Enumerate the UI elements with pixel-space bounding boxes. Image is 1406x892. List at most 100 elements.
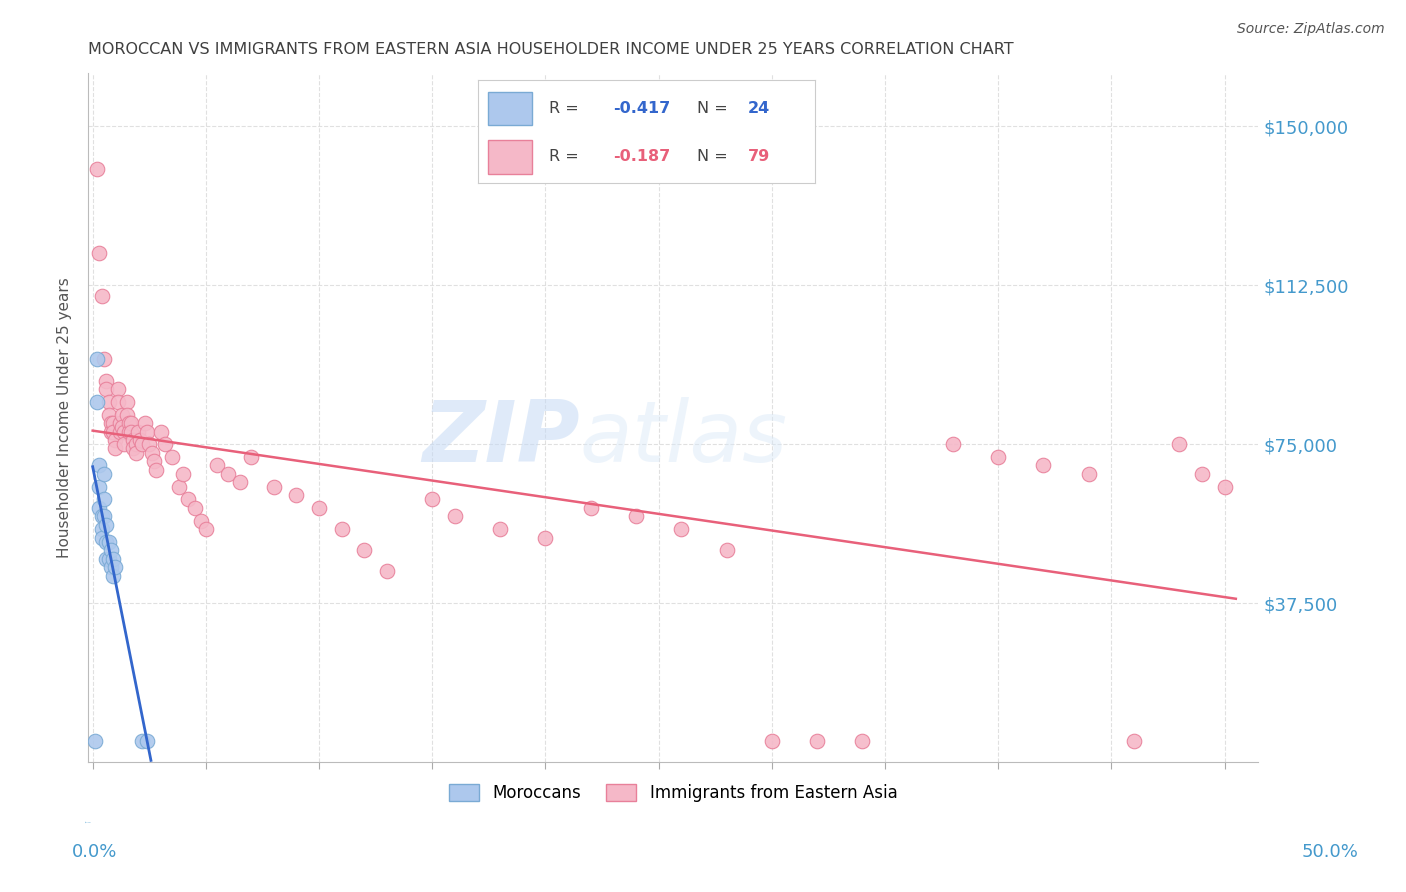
Point [353,543,375,558]
Point [1168,437,1191,451]
Point [534,531,557,545]
Point [1123,734,1146,748]
Point [160,450,183,464]
Text: Source: ZipAtlas.com: Source: ZipAtlas.com [1237,22,1385,37]
Point [761,734,783,748]
Point [624,509,647,524]
Point [142,454,165,468]
Point [111,420,134,434]
Text: -0.417: -0.417 [613,101,671,116]
Point [167,480,190,494]
Point [89,500,111,515]
Point [194,522,217,536]
Point [96,534,118,549]
Point [93,509,115,524]
Point [96,551,118,566]
Point [86,394,108,409]
Point [131,437,153,451]
Point [97,551,120,566]
Text: -0.187: -0.187 [613,149,671,164]
Point [108,416,131,430]
Text: ZIP: ZIP [422,397,579,480]
Point [190,514,212,528]
Point [153,437,176,451]
Text: R =: R = [548,101,579,116]
Point [101,551,124,566]
Point [444,509,467,524]
Point [108,425,131,439]
Point [125,446,148,460]
Point [138,437,160,451]
Point [177,492,200,507]
Point [141,446,163,460]
Text: 0.0%: 0.0% [72,843,117,861]
Point [125,437,148,451]
FancyBboxPatch shape [488,92,531,126]
Point [101,568,124,582]
Text: R =: R = [548,149,579,164]
Point [93,492,115,507]
Point [285,488,308,502]
Point [375,565,398,579]
Point [131,734,153,748]
Point [420,492,443,507]
Point [136,734,159,748]
Point [96,517,118,532]
Text: N =: N = [697,149,728,164]
Point [100,560,122,574]
Point [90,289,112,303]
Point [107,382,129,396]
Point [96,374,118,388]
FancyBboxPatch shape [488,140,531,174]
Point [716,543,738,558]
Point [104,433,127,447]
Point [172,467,194,481]
Point [671,522,693,536]
Point [134,416,156,430]
Point [987,450,1010,464]
Text: 24: 24 [748,101,770,116]
Point [1213,480,1236,494]
Point [101,425,124,439]
Point [90,509,112,524]
Point [240,450,263,464]
Point [118,425,141,439]
Point [136,425,159,439]
Point [86,161,108,176]
Point [118,416,141,430]
Point [104,560,127,574]
Legend: Moroccans, Immigrants from Eastern Asia: Moroccans, Immigrants from Eastern Asia [443,778,904,809]
Point [100,425,122,439]
Point [129,433,152,447]
Point [263,480,285,494]
Point [489,522,512,536]
Point [229,475,252,490]
Point [1077,467,1099,481]
Text: $150,000: $150,000 [84,822,91,823]
Point [579,500,602,515]
Point [218,467,240,481]
Point [120,425,142,439]
Point [112,437,135,451]
Text: 79: 79 [748,149,770,164]
Point [122,433,145,447]
Point [1032,458,1054,473]
Point [93,352,115,367]
Point [97,394,120,409]
Point [86,352,108,367]
Point [308,500,330,515]
Point [96,382,118,396]
Point [120,416,142,430]
Point [101,416,124,430]
Point [97,534,120,549]
Point [145,463,167,477]
Point [97,408,120,422]
Point [205,458,228,473]
Point [115,394,138,409]
Point [149,425,172,439]
Point [112,425,135,439]
Point [104,442,127,456]
Point [806,734,828,748]
Point [89,458,111,473]
Point [100,543,122,558]
